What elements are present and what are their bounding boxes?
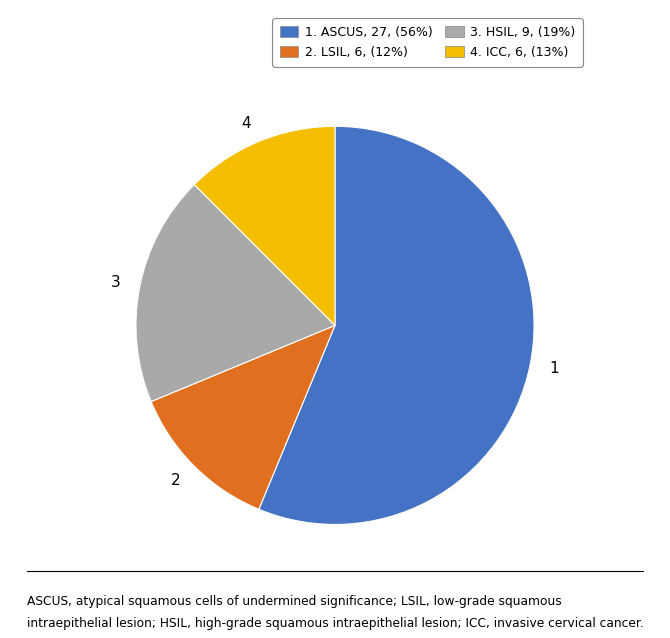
Wedge shape bbox=[259, 126, 534, 524]
Text: 2: 2 bbox=[171, 473, 180, 487]
Text: 3: 3 bbox=[111, 275, 120, 290]
Wedge shape bbox=[151, 325, 335, 509]
Text: ASCUS, atypical squamous cells of undermined significance; LSIL, low-grade squam: ASCUS, atypical squamous cells of underm… bbox=[27, 595, 561, 607]
Wedge shape bbox=[194, 126, 335, 325]
Text: intraepithelial lesion; HSIL, high-grade squamous intraepithelial lesion; ICC, i: intraepithelial lesion; HSIL, high-grade… bbox=[27, 617, 644, 630]
Wedge shape bbox=[136, 184, 335, 401]
Legend: 1. ASCUS, 27, (56%), 2. LSIL, 6, (12%), 3. HSIL, 9, (19%), 4. ICC, 6, (13%): 1. ASCUS, 27, (56%), 2. LSIL, 6, (12%), … bbox=[272, 18, 582, 66]
Text: 4: 4 bbox=[242, 115, 251, 131]
Text: 1: 1 bbox=[550, 360, 559, 376]
